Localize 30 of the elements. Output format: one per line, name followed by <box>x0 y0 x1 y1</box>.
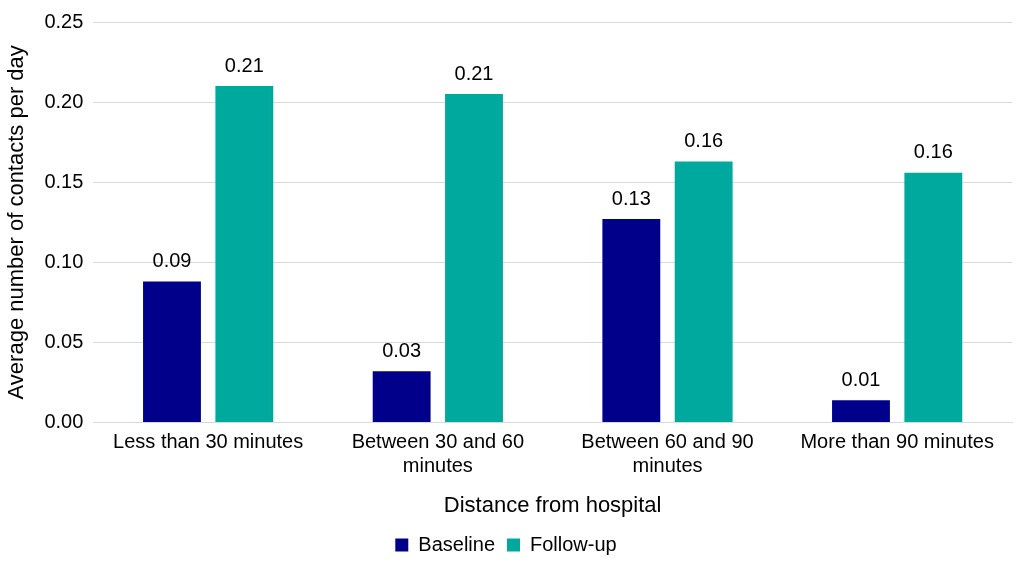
y-tick-label: 0.00 <box>44 410 84 433</box>
data-label: 0.21 <box>454 61 494 84</box>
x-tick-label: Between 60 and 90 minutes <box>581 430 754 477</box>
y-axis-title: Average number of contacts per day <box>3 45 29 400</box>
data-label: 0.16 <box>913 140 953 163</box>
bar <box>674 161 733 423</box>
legend-label: Baseline <box>418 532 496 555</box>
bar <box>372 371 431 423</box>
data-label: 0.21 <box>224 53 264 76</box>
x-tick-label: Between 30 and 60 minutes <box>351 430 525 477</box>
y-tick-label: 0.15 <box>44 169 84 192</box>
x-tick-label: Less than 30 minutes <box>113 430 304 453</box>
bar <box>832 400 890 423</box>
data-label: 0.13 <box>611 186 651 209</box>
bar <box>215 86 274 423</box>
bar <box>904 172 963 423</box>
x-tick-label: More than 90 minutes <box>800 430 994 453</box>
bar <box>445 94 503 423</box>
x-axis-title: Distance from hospital <box>443 491 662 517</box>
y-tick-label: 0.20 <box>44 89 84 112</box>
y-tick-label: 0.05 <box>44 330 84 352</box>
data-label: 0.01 <box>841 367 881 390</box>
data-label: 0.03 <box>382 338 422 361</box>
data-label: 0.16 <box>684 128 724 151</box>
y-tick-label: 0.25 <box>44 9 84 32</box>
data-label: 0.09 <box>152 249 192 272</box>
bar <box>143 281 201 423</box>
y-tick-label: 0.10 <box>44 249 84 272</box>
bar <box>602 219 661 423</box>
legend-label: Follow-up <box>530 532 617 555</box>
